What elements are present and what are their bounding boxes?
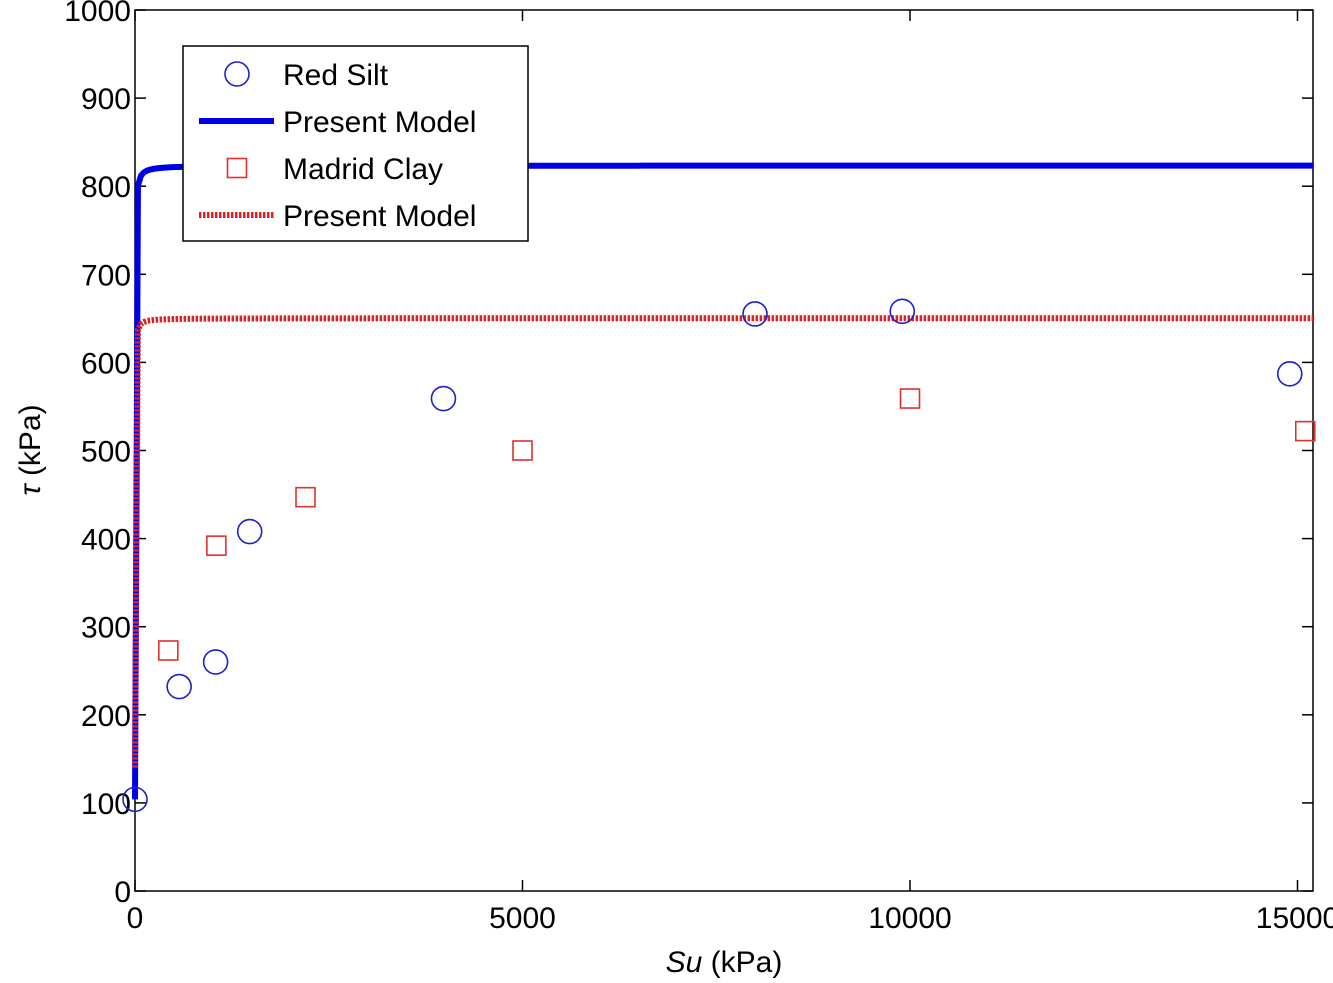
data-point-madrid-clay [206, 535, 227, 556]
legend-label: Present Model [283, 200, 476, 233]
x-tick-label: 10000 [868, 902, 951, 935]
y-tick-label: 600 [81, 347, 131, 380]
x-axis: 0 5000 10000 15000 [127, 10, 1333, 935]
data-point-madrid-clay [158, 640, 179, 661]
x-axis-title-symbol: Su [666, 946, 703, 979]
data-point-madrid-clay [899, 388, 921, 409]
x-tick-label: 5000 [489, 902, 556, 935]
data-point-madrid-clay [512, 440, 533, 461]
legend-label: Madrid Clay [283, 153, 443, 186]
y-tick-label: 200 [81, 700, 131, 733]
legend-label: Red Silt [283, 59, 389, 92]
x-tick-label: 0 [127, 902, 144, 935]
legend-marker-square [226, 157, 248, 179]
y-axis-title-symbol: τ [14, 483, 47, 496]
y-tick-label: 700 [81, 259, 131, 292]
x-tick-label: 15000 [1256, 902, 1333, 935]
y-tick-label: 0 [114, 876, 131, 909]
data-point-red-silt [202, 649, 229, 675]
y-tick-label: 400 [81, 524, 131, 557]
data-point-madrid-clay [295, 486, 316, 508]
y-tick-label: 300 [81, 612, 131, 645]
model-curve-madrid-clay [132, 315, 1314, 768]
y-tick-label: 100 [81, 788, 131, 821]
data-point-red-silt [166, 673, 192, 700]
x-axis-title: Su (kPa) [666, 946, 783, 979]
data-point-red-silt [1276, 361, 1303, 387]
data-point-red-silt [742, 301, 768, 327]
y-axis-title: τ (kPa) [14, 404, 47, 495]
legend-marker-circle [224, 61, 250, 87]
legend-label: Present Model [283, 106, 476, 139]
y-axis: 0 100 200 300 400 500 600 700 800 900 1000 [64, 0, 1313, 909]
y-tick-label: 900 [81, 83, 131, 116]
data-point-madrid-clay [1294, 420, 1316, 442]
y-tick-label: 500 [81, 436, 131, 469]
y-axis-title-unit: (kPa) [14, 404, 47, 484]
data-point-red-silt [236, 518, 263, 545]
data-point-red-silt [122, 786, 148, 813]
data-point-red-silt [430, 385, 457, 412]
x-axis-title-unit: (kPa) [702, 946, 782, 979]
legend: Red Silt Present Model Madrid Clay Present … [182, 45, 529, 242]
legend-box [182, 45, 529, 242]
data-point-red-silt [889, 298, 916, 325]
y-tick-label: 1000 [64, 0, 131, 28]
y-tick-label: 800 [81, 171, 131, 204]
